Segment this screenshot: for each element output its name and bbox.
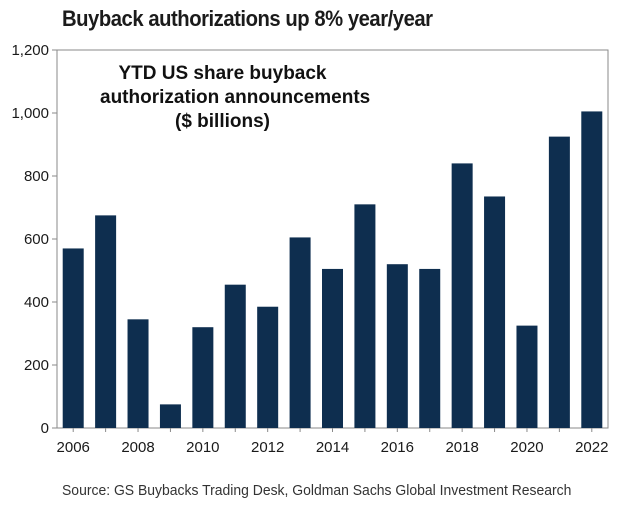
bar-2011 [224, 284, 246, 428]
bar-2021 [548, 136, 570, 428]
x-tick-label: 2020 [510, 439, 543, 456]
bar-2009 [159, 404, 181, 428]
x-tick-label: 2016 [381, 439, 414, 456]
bar-2012 [257, 306, 279, 428]
x-tick-label: 2010 [186, 439, 219, 456]
x-tick-label: 2022 [575, 439, 608, 456]
y-tick-label: 600 [24, 231, 49, 248]
figure-title: Buyback authorizations up 8% year/year [62, 6, 433, 31]
chart-title: YTD US share buyback authorization annou… [100, 62, 371, 134]
y-tick-label: 0 [41, 420, 49, 437]
bar-2014 [322, 268, 343, 428]
bar-2017 [419, 268, 441, 428]
x-tick-label: 2006 [57, 439, 90, 456]
bar-2013 [289, 237, 311, 428]
bar-2010 [192, 327, 214, 428]
bar-2018 [451, 163, 473, 428]
bar-2019 [484, 196, 506, 428]
chart-title-line-2: authorization announcements [100, 87, 371, 108]
y-tick-label: 1,200 [11, 42, 49, 59]
bar-2006 [62, 248, 84, 428]
bar-2020 [516, 325, 538, 428]
y-tick-label: 800 [24, 168, 49, 185]
bar-2007 [95, 215, 117, 428]
chart-title-line-3: ($ billions) [175, 111, 270, 132]
source-note: Source: GS Buybacks Trading Desk, Goldma… [62, 482, 572, 499]
bar-2016 [386, 264, 408, 428]
bar-chart: 0 200 400 600 800 1,000 1,200 2006 2008 2010 2012 2… [11, 42, 609, 456]
y-tick-label: 1,000 [11, 105, 49, 122]
y-tick-label: 400 [24, 294, 49, 311]
x-tick-label: 2014 [316, 439, 349, 456]
x-tick-label: 2012 [251, 439, 284, 456]
y-tick-label: 200 [24, 357, 49, 374]
bar-2015 [354, 204, 376, 428]
x-tick-label: 2008 [121, 439, 154, 456]
bar-2008 [127, 319, 149, 428]
bar-2022 [581, 111, 603, 429]
x-tick-label: 2018 [445, 439, 478, 456]
chart-title-line-1: YTD US share buyback [118, 63, 327, 84]
